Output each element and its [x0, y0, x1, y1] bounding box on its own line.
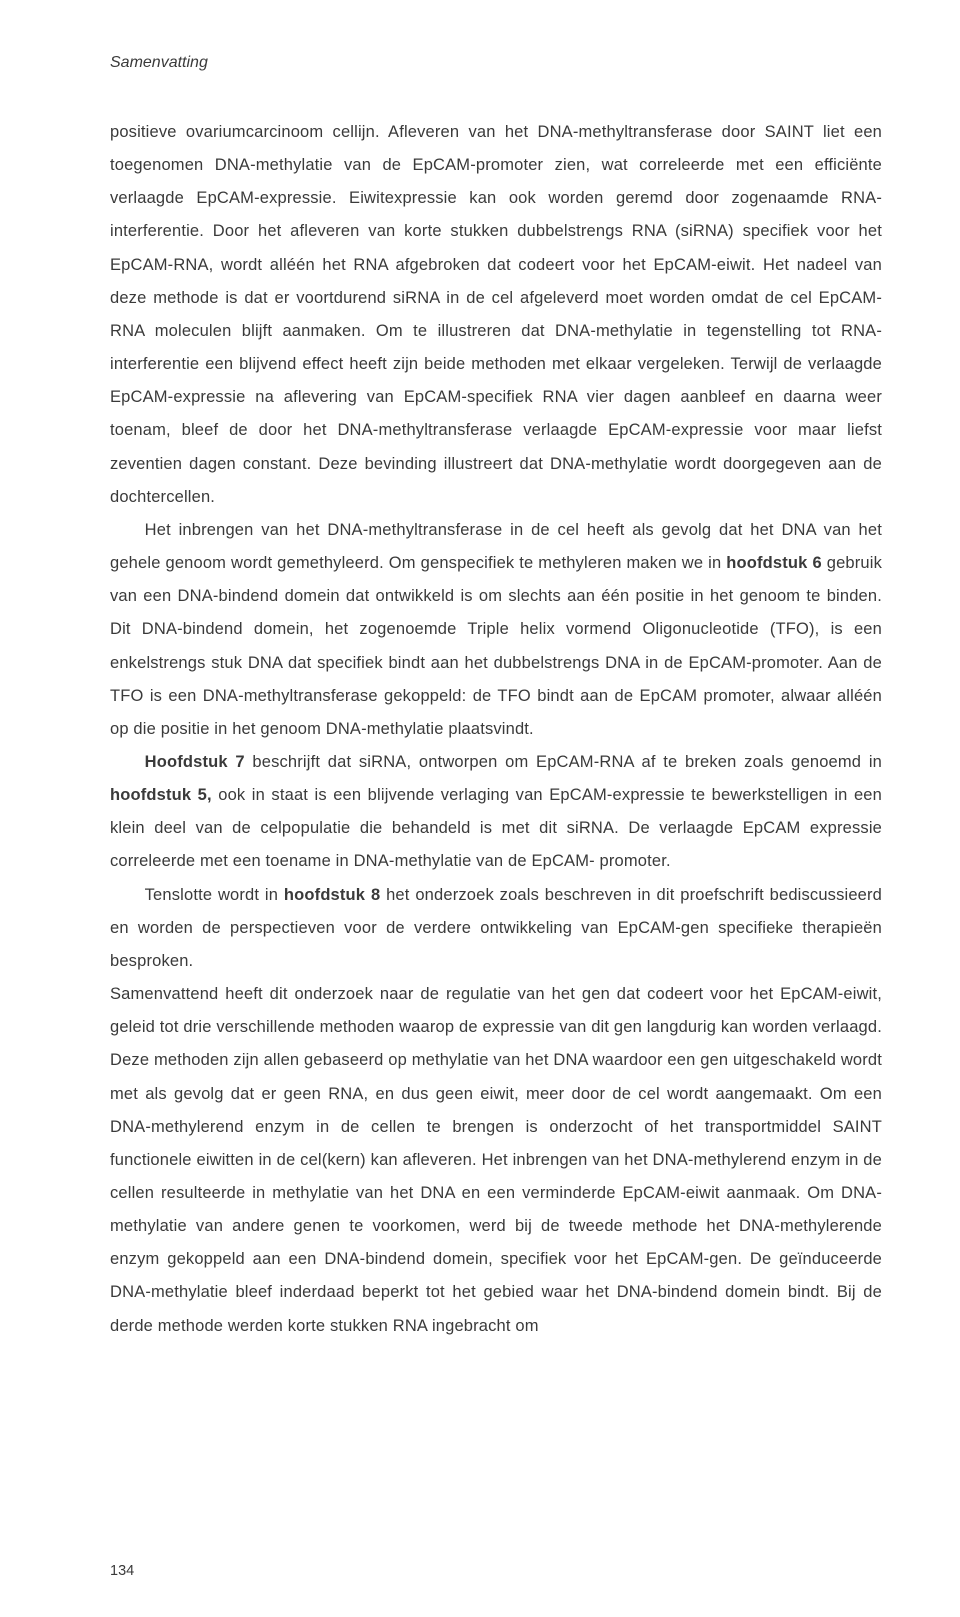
paragraph-5: Samenvattend heeft dit onderzoek naar de…	[110, 978, 882, 1343]
body-text-container: positieve ovariumcarcinoom cellijn. Afle…	[110, 116, 882, 1343]
para1-text: positieve ovariumcarcinoom cellijn. Afle…	[110, 123, 882, 506]
para2-bold-1: hoofdstuk 6	[726, 554, 822, 572]
paragraph-2: Het inbrengen van het DNA-methyltransfer…	[110, 514, 882, 746]
para3-bold-2: hoofdstuk 5,	[110, 786, 212, 804]
para4-text-1: Tenslotte wordt in	[145, 886, 284, 904]
para2-text-2: gebruik van een DNA-bindend domein dat o…	[110, 554, 882, 738]
para4-bold-1: hoofdstuk 8	[284, 886, 380, 904]
para5-text: Samenvattend heeft dit onderzoek naar de…	[110, 985, 882, 1335]
para3-text-1: beschrijft dat siRNA, ontworpen om EpCAM…	[245, 753, 882, 771]
running-head: Samenvatting	[110, 54, 882, 72]
para3-bold-1: Hoofdstuk 7	[145, 753, 245, 771]
page-number: 134	[110, 1563, 134, 1579]
paragraph-1: positieve ovariumcarcinoom cellijn. Afle…	[110, 116, 882, 514]
paragraph-4: Tenslotte wordt in hoofdstuk 8 het onder…	[110, 879, 882, 978]
paragraph-3: Hoofdstuk 7 beschrijft dat siRNA, ontwor…	[110, 746, 882, 879]
para3-text-2: ook in staat is een blijvende verlaging …	[110, 786, 882, 870]
